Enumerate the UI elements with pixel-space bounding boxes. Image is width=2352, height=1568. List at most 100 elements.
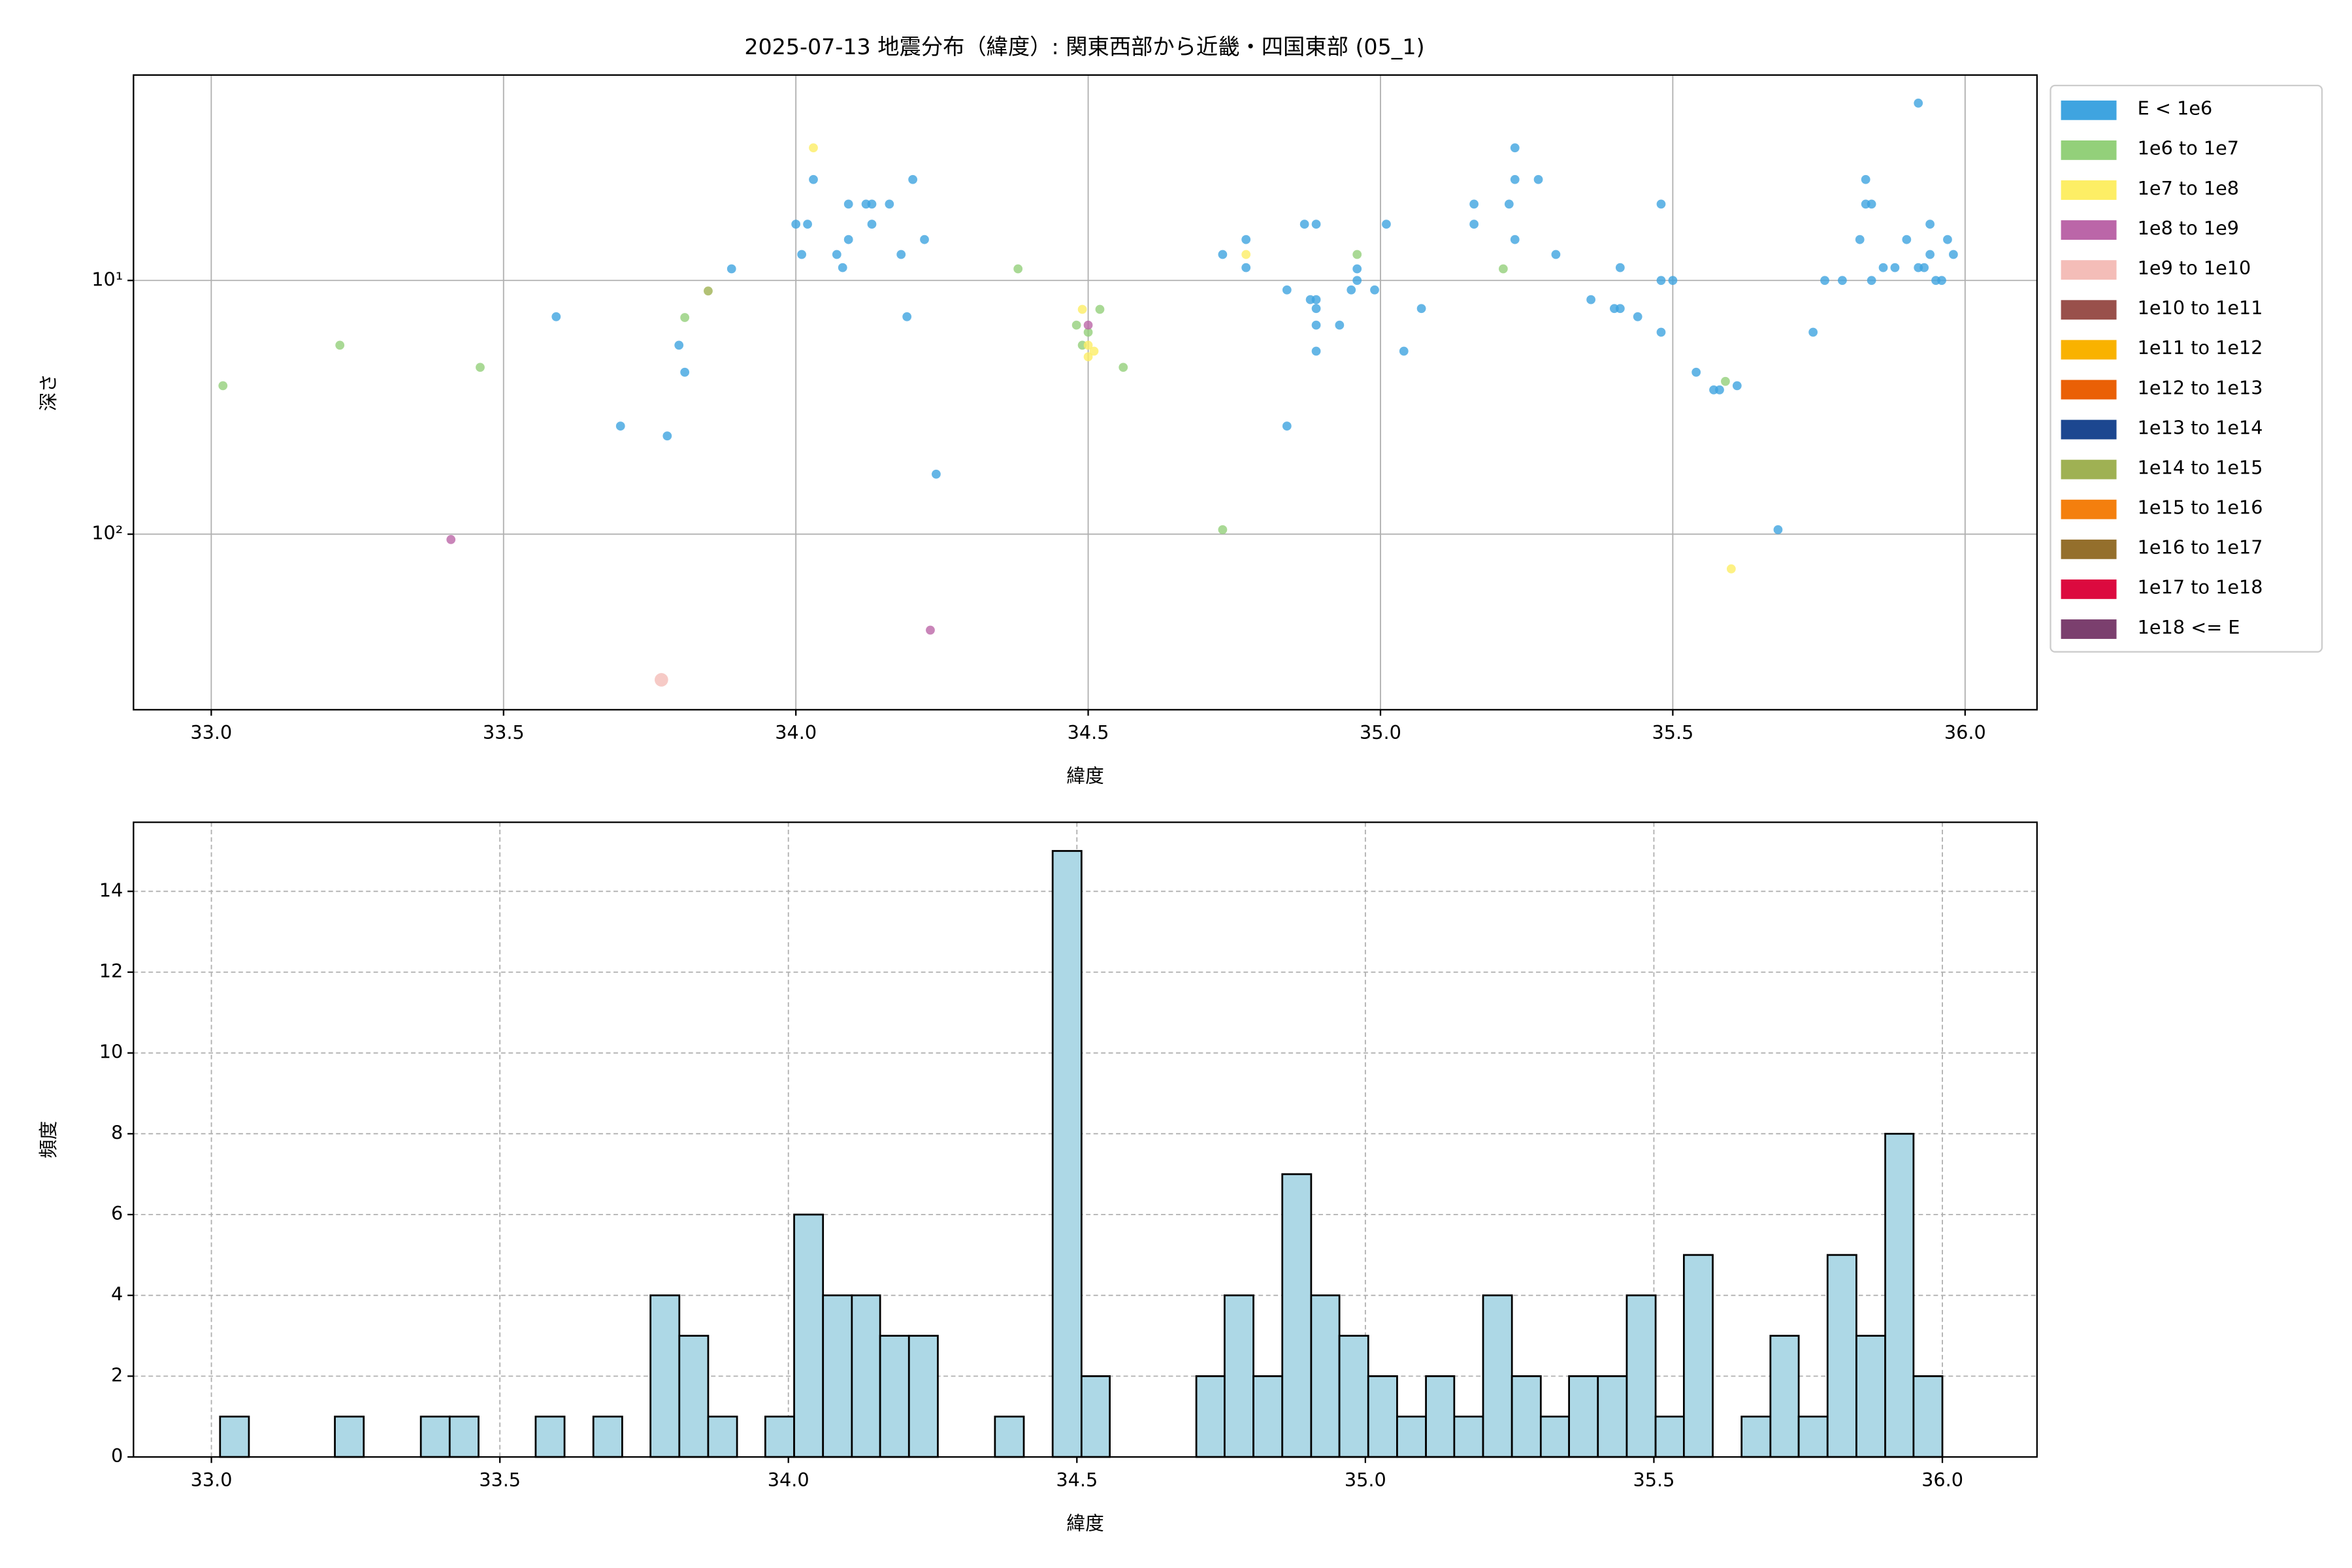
legend-swatch xyxy=(2061,499,2117,519)
histogram-bar xyxy=(822,1294,853,1458)
x-tick-label: 33.0 xyxy=(191,1469,233,1491)
x-axis-label: 緯度 xyxy=(1066,1512,1103,1534)
scatter-point xyxy=(803,220,812,229)
y-tick-label: 14 xyxy=(99,879,123,901)
scatter-point xyxy=(1282,421,1292,431)
histogram-bar xyxy=(907,1335,939,1458)
scatter-point xyxy=(476,363,485,372)
scatter-point xyxy=(1241,250,1251,259)
histogram-bar xyxy=(994,1415,1025,1458)
scatter-point xyxy=(1925,220,1935,229)
scatter-point xyxy=(920,235,929,244)
x-tick-label: 35.5 xyxy=(1633,1469,1675,1491)
histogram-bar xyxy=(879,1335,910,1458)
scatter-point xyxy=(1241,263,1251,272)
scatter-point xyxy=(1820,276,1829,286)
legend-label: 1e12 to 1e13 xyxy=(2138,376,2263,399)
scatter-point xyxy=(1914,98,1923,108)
histogram-bar xyxy=(1511,1375,1542,1458)
scatter-point xyxy=(1083,340,1093,350)
scatter-point xyxy=(446,534,456,544)
scatter-point xyxy=(1370,285,1379,295)
scatter-point xyxy=(1773,525,1783,534)
x-tick-label: 35.0 xyxy=(1360,721,1401,743)
histogram-bar xyxy=(1453,1415,1484,1458)
scatter-point xyxy=(1382,220,1391,229)
scatter-point xyxy=(1533,174,1543,184)
scatter-point xyxy=(1656,276,1666,286)
plot-frame xyxy=(133,74,2038,711)
scatter-point xyxy=(1551,250,1561,259)
scatter-point xyxy=(832,250,841,259)
scatter-point xyxy=(1311,320,1321,330)
scatter-point xyxy=(1083,352,1093,362)
histogram-bar xyxy=(1625,1294,1657,1458)
legend-swatch xyxy=(2061,260,2117,280)
scatter-point xyxy=(1077,304,1087,314)
x-tick-label: 35.5 xyxy=(1652,721,1693,743)
legend-label: 1e8 to 1e9 xyxy=(2138,217,2239,239)
scatter-point xyxy=(932,469,941,479)
histogram-bar xyxy=(1826,1254,1857,1458)
x-tick-label: 35.0 xyxy=(1345,1469,1386,1491)
scatter-point xyxy=(1668,276,1678,286)
y-tick-label: 10 xyxy=(99,1041,123,1063)
scatter-point xyxy=(1510,143,1520,153)
scatter-point xyxy=(1878,263,1888,272)
y-tick-label: 2 xyxy=(111,1364,123,1386)
scatter-point xyxy=(1715,385,1724,395)
histogram-bar xyxy=(1252,1375,1284,1458)
scatter-point xyxy=(1510,174,1520,184)
y-tick-label: 10¹ xyxy=(91,268,123,290)
scatter-point xyxy=(843,199,853,209)
histogram-bar xyxy=(1855,1335,1886,1458)
scatter-point xyxy=(1808,327,1818,337)
histogram-bar xyxy=(1682,1254,1714,1458)
y-axis-label: 深さ xyxy=(37,374,59,411)
y-tick-label: 6 xyxy=(111,1202,123,1224)
histogram-bar xyxy=(1051,850,1083,1458)
scatter-point xyxy=(1925,250,1935,259)
histogram-bar xyxy=(1539,1415,1570,1458)
scatter-point xyxy=(1335,320,1345,330)
scatter-point xyxy=(809,143,818,153)
histogram-bar xyxy=(1224,1294,1254,1458)
scatter-point xyxy=(902,312,912,321)
histogram-bar xyxy=(678,1335,710,1458)
legend-swatch xyxy=(2061,380,2117,400)
scatter-point xyxy=(1726,564,1736,574)
x-tick-label: 33.5 xyxy=(479,1469,521,1491)
legend-label: 1e14 to 1e15 xyxy=(2138,456,2263,478)
histogram-bar xyxy=(1740,1415,1772,1458)
scatter-point xyxy=(1890,263,1900,272)
histogram-bar xyxy=(592,1415,623,1458)
scatter-point xyxy=(1416,304,1426,314)
y-tick-label: 12 xyxy=(99,960,123,982)
scatter-point xyxy=(1095,304,1105,314)
legend-label: 1e17 to 1e18 xyxy=(2138,576,2263,598)
y-tick-label: 4 xyxy=(111,1283,123,1305)
histogram-bar xyxy=(334,1415,365,1458)
histogram-bar xyxy=(1080,1375,1111,1458)
scatter-point xyxy=(1919,263,1929,272)
histogram-bar xyxy=(1912,1375,1944,1458)
x-tick-label: 36.0 xyxy=(1921,1469,1963,1491)
legend-label: 1e15 to 1e16 xyxy=(2138,497,2263,519)
scatter-point xyxy=(1949,250,1958,259)
histogram-bar xyxy=(649,1294,681,1458)
scatter-point xyxy=(1510,235,1520,244)
scatter-point xyxy=(809,174,818,184)
histogram-bar xyxy=(1396,1415,1427,1458)
legend-swatch xyxy=(2061,100,2117,120)
scatter-point xyxy=(1311,346,1321,356)
histogram-bar xyxy=(1654,1415,1685,1458)
scatter-point xyxy=(218,381,228,391)
scatter-point xyxy=(1299,220,1309,229)
scatter-point xyxy=(1656,199,1666,209)
scatter-point xyxy=(674,340,684,350)
x-tick-label: 34.5 xyxy=(1068,721,1109,743)
scatter-point xyxy=(335,340,345,350)
scatter-point xyxy=(1615,263,1625,272)
